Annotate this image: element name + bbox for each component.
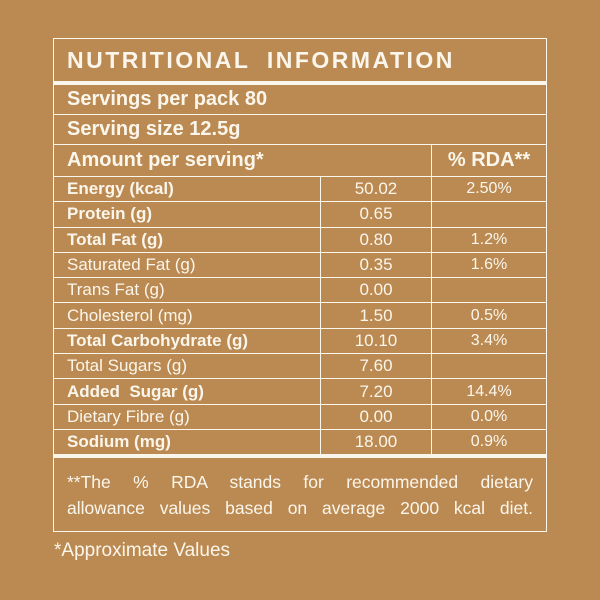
nutrient-row: Dietary Fibre (g) 0.00 0.0% bbox=[54, 404, 546, 430]
nutrient-amount: 0.35 bbox=[320, 252, 431, 278]
nutrient-amount: 0.00 bbox=[320, 278, 431, 303]
nutrient-amount: 50.02 bbox=[320, 177, 431, 202]
nutrient-rda: 3.4% bbox=[431, 328, 546, 354]
nutrient-amount: 0.00 bbox=[320, 404, 431, 429]
nutrient-amount: 7.60 bbox=[320, 354, 431, 379]
nutrient-row: Energy (kcal) 50.02 2.50% bbox=[54, 177, 546, 203]
nutrient-row: Cholesterol (mg) 1.50 0.5% bbox=[54, 303, 546, 329]
rda-footnote: **The % RDA stands for recommended dieta… bbox=[54, 458, 546, 531]
nutrient-amount: 10.10 bbox=[320, 328, 431, 354]
nutrient-rda bbox=[431, 202, 546, 227]
rda-footnote-line-1: **The % RDA stands for recommended dieta… bbox=[67, 471, 533, 492]
nutrient-name: Protein (g) bbox=[67, 204, 152, 224]
nutrient-rda: 1.6% bbox=[431, 252, 546, 278]
servings-per-pack-row: Servings per pack 80 bbox=[54, 85, 546, 115]
nutrient-row: Trans Fat (g) 0.00 bbox=[54, 278, 546, 304]
nutrient-rda bbox=[431, 354, 546, 379]
amount-per-serving-header: Amount per serving* bbox=[67, 149, 264, 171]
nutrient-name: Added Sugar (g) bbox=[67, 381, 204, 401]
nutrient-row: Total Carbohydrate (g) 10.10 3.4% bbox=[54, 328, 546, 355]
nutrient-name: Energy (kcal) bbox=[67, 179, 174, 199]
nutrient-row: Added Sugar (g) 7.20 14.4% bbox=[54, 379, 546, 405]
nutrient-rows: Energy (kcal) 50.02 2.50% Protein (g) 0.… bbox=[54, 177, 546, 459]
nutrient-name: Dietary Fibre (g) bbox=[67, 406, 190, 426]
nutrition-title: NUTRITIONAL INFORMATION bbox=[54, 39, 546, 85]
nutrient-amount: 18.00 bbox=[320, 429, 431, 455]
nutrient-row: Protein (g) 0.65 bbox=[54, 202, 546, 228]
nutrient-name: Trans Fat (g) bbox=[67, 280, 165, 300]
rda-footnote-line-2: allowance values based on average 2000 k… bbox=[67, 497, 533, 518]
nutrient-rda: 14.4% bbox=[431, 379, 546, 404]
nutrient-name: Cholesterol (mg) bbox=[67, 305, 193, 325]
nutrient-rda: 0.9% bbox=[431, 429, 546, 455]
nutrient-amount: 1.50 bbox=[320, 303, 431, 328]
nutrient-row: Sodium (mg) 18.00 0.9% bbox=[54, 429, 546, 459]
nutrient-name: Total Fat (g) bbox=[67, 229, 163, 249]
nutrient-rda: 0.0% bbox=[431, 404, 546, 429]
column-header-row: Amount per serving* % RDA** bbox=[54, 145, 546, 177]
rda-header: % RDA** bbox=[431, 145, 546, 176]
nutrition-title-text: NUTRITIONAL INFORMATION bbox=[67, 46, 455, 73]
nutrient-name: Sodium (mg) bbox=[67, 432, 171, 452]
nutrient-amount: 0.80 bbox=[320, 227, 431, 252]
nutrient-rda: 1.2% bbox=[431, 227, 546, 252]
nutrient-amount: 7.20 bbox=[320, 379, 431, 404]
nutrition-facts-table: NUTRITIONAL INFORMATION Servings per pac… bbox=[53, 38, 547, 532]
nutrient-rda: 0.5% bbox=[431, 303, 546, 328]
nutrient-name: Total Carbohydrate (g) bbox=[67, 330, 249, 350]
nutrient-row: Saturated Fat (g) 0.35 1.6% bbox=[54, 252, 546, 279]
servings-per-pack-text: Servings per pack 80 bbox=[67, 88, 268, 110]
serving-size-row: Serving size 12.5g bbox=[54, 115, 546, 145]
serving-size-text: Serving size 12.5g bbox=[67, 118, 241, 140]
nutrient-name: Total Sugars (g) bbox=[67, 356, 187, 376]
nutrient-name: Saturated Fat (g) bbox=[67, 255, 196, 275]
nutrient-rda bbox=[431, 278, 546, 303]
nutrient-row: Total Sugars (g) 7.60 bbox=[54, 354, 546, 380]
nutrient-rda: 2.50% bbox=[431, 177, 546, 202]
approximate-values-note: *Approximate Values bbox=[54, 540, 231, 561]
nutrient-row: Total Fat (g) 0.80 1.2% bbox=[54, 227, 546, 253]
nutrient-amount: 0.65 bbox=[320, 202, 431, 227]
